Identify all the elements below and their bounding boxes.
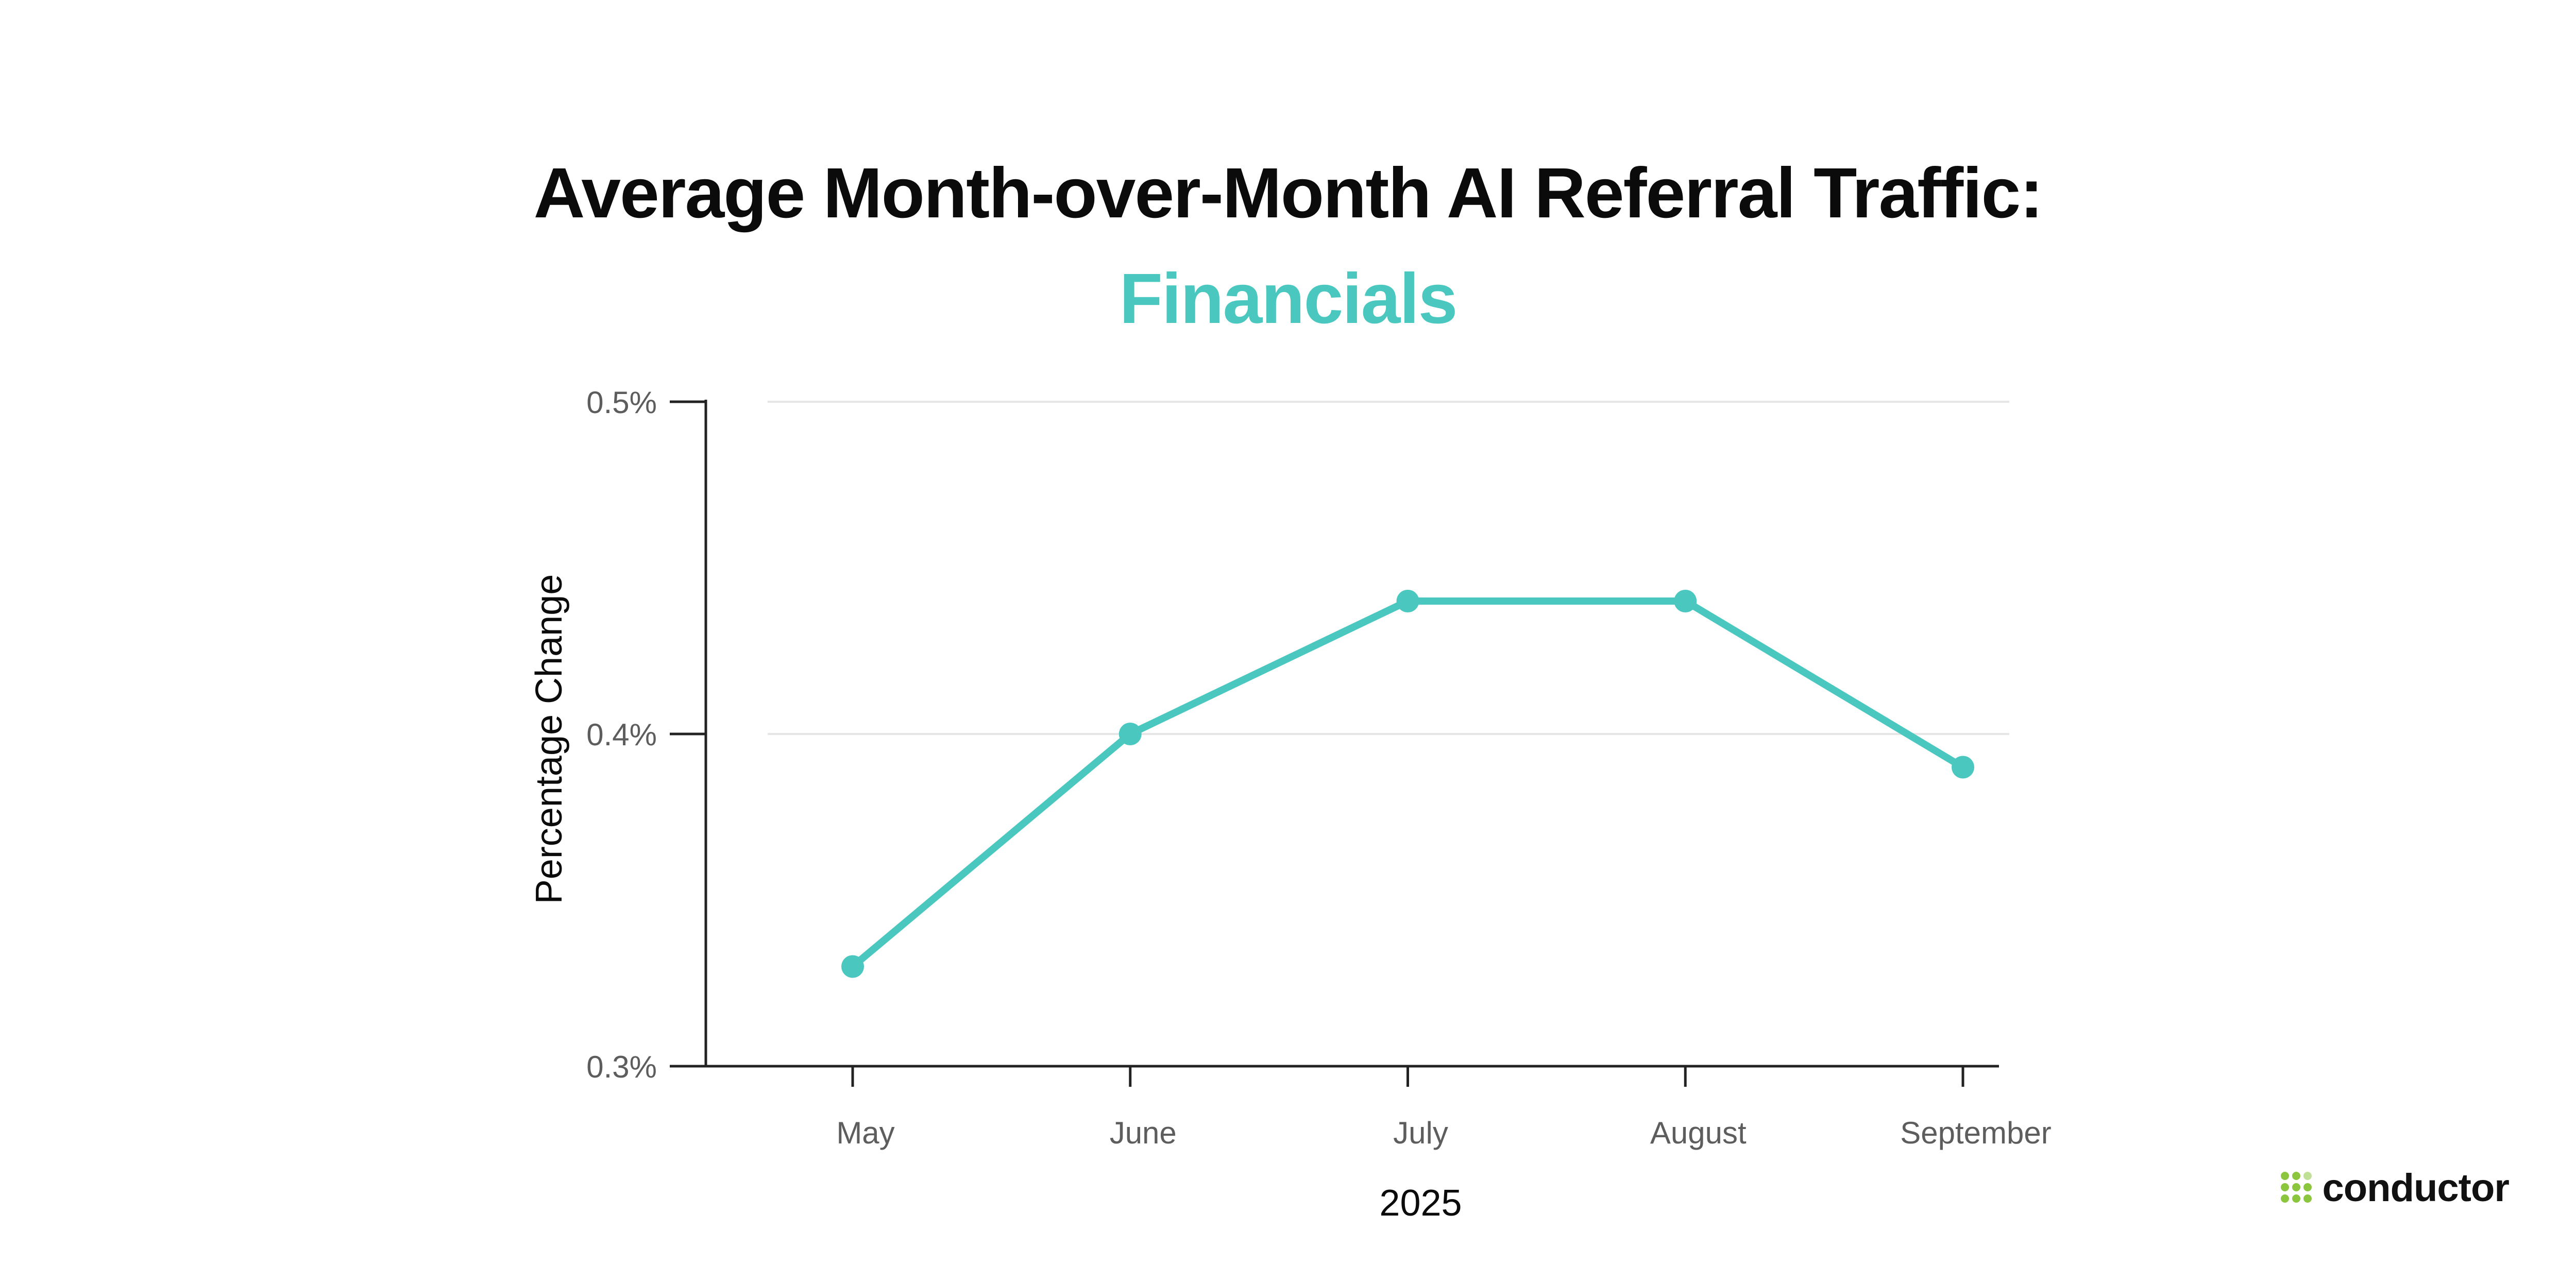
series-line (849, 597, 1967, 970)
data-point (1674, 590, 1697, 612)
x-tick-label: June (1110, 1116, 1177, 1150)
x-tick-label: August (1650, 1116, 1747, 1150)
brand-wordmark: conductor (2322, 1166, 2510, 1210)
logo-dot (2292, 1172, 2301, 1180)
logo-dot (2303, 1183, 2312, 1191)
logo-dot (2303, 1194, 2312, 1203)
x-axis-title: 2025 (1379, 1183, 1462, 1224)
logo-dot (2281, 1183, 2290, 1191)
brand-logo: conductor (2281, 1162, 2510, 1213)
data-points (841, 590, 1974, 978)
tick-labels: 0.3% 0.4% 0.5% May June July August September (586, 385, 2052, 1150)
logo-dot (2281, 1172, 2290, 1180)
x-tick-label: May (836, 1116, 894, 1150)
grid-lines (768, 401, 2009, 735)
chart-subtitle: Financials (1119, 259, 1458, 338)
logo-dot (2281, 1194, 2290, 1203)
data-point (1396, 590, 1419, 612)
data-point (841, 955, 864, 978)
y-tick-label: 0.5% (586, 385, 657, 420)
series-line-path (849, 597, 1967, 970)
chart-title: Average Month-over-Month AI Referral Tra… (533, 153, 2043, 233)
data-point (1952, 756, 1974, 779)
x-tick-label: September (1900, 1116, 2052, 1150)
x-tick-label: July (1393, 1116, 1448, 1150)
logo-dot (2292, 1183, 2301, 1191)
axes (670, 400, 1999, 1087)
logo-dot (2292, 1194, 2301, 1203)
logo-dot (2303, 1172, 2312, 1180)
data-point (1118, 723, 1142, 745)
conductor-logo-icon (2281, 1172, 2313, 1204)
y-tick-label: 0.4% (586, 717, 657, 752)
y-tick-label: 0.3% (586, 1050, 657, 1084)
y-axis-title: Percentage Change (529, 574, 570, 904)
